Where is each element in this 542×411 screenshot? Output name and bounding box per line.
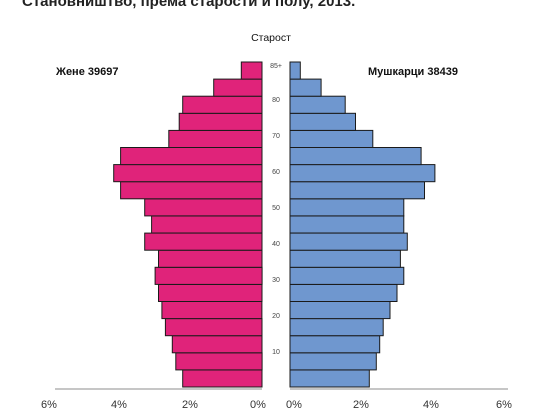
male-bar [289, 61, 301, 80]
male-bar [289, 112, 356, 131]
female-bar [168, 129, 263, 148]
chart-title: Становништво, према старости и полу, 201… [22, 0, 355, 10]
male-bar [289, 78, 322, 97]
male-bar [289, 129, 374, 148]
female-bar [161, 301, 263, 320]
male-bar [289, 215, 405, 234]
male-bar [289, 232, 408, 251]
age-tick-label: 60 [272, 169, 280, 176]
x-tick-label-left: 0% [250, 399, 266, 411]
x-tick-label-right: 4% [423, 399, 439, 411]
male-bar [289, 147, 422, 166]
age-tick-label: 10 [272, 349, 280, 356]
male-bar [289, 95, 346, 114]
female-bar [213, 78, 263, 97]
female-bars [113, 61, 263, 388]
age-tick-labels: 85+ 80 70 60 50 40 30 20 10 [270, 63, 282, 356]
male-bar [289, 266, 405, 285]
female-bar [158, 249, 263, 268]
male-bar [289, 198, 405, 217]
female-bar [120, 147, 263, 166]
female-bar [113, 164, 263, 183]
female-bar [171, 335, 263, 354]
male-bar [289, 164, 436, 183]
x-tick-label-left: 6% [41, 399, 57, 411]
male-bars [289, 61, 436, 388]
male-bar [289, 352, 377, 371]
male-bar [289, 181, 425, 200]
female-bar [164, 318, 263, 337]
x-tick-labels: 6% 4% 2% 0% 0% 2% 4% 6% [41, 399, 512, 411]
male-bar [289, 249, 401, 268]
age-axis-title: Старост [251, 32, 291, 44]
female-total-label: Жене 39697 [55, 66, 118, 78]
x-tick-label-right: 6% [496, 399, 512, 411]
female-bar [158, 283, 263, 302]
age-tick-label: 40 [272, 241, 280, 248]
female-bar [240, 61, 263, 80]
female-bar [178, 112, 263, 131]
age-tick-label: 50 [272, 205, 280, 212]
age-tick-label: 80 [272, 97, 280, 104]
male-bar [289, 301, 391, 320]
female-bar [182, 95, 263, 114]
age-tick-label: 85+ [270, 63, 282, 70]
female-bar [120, 181, 263, 200]
female-bar [144, 232, 263, 251]
male-bar [289, 335, 381, 354]
male-bar [289, 318, 384, 337]
male-bar [289, 283, 398, 302]
age-tick-label: 30 [272, 277, 280, 284]
age-tick-label: 70 [272, 133, 280, 140]
female-bar [144, 198, 263, 217]
x-tick-label-left: 2% [182, 399, 198, 411]
age-tick-label: 20 [272, 313, 280, 320]
female-bar [182, 369, 263, 388]
x-tick-label-right: 0% [286, 399, 302, 411]
male-total-label: Мушкарци 38439 [368, 66, 458, 78]
female-bar [154, 266, 263, 285]
female-bar [151, 215, 263, 234]
male-bar [289, 369, 370, 388]
x-tick-label-left: 4% [111, 399, 127, 411]
female-bar [175, 352, 263, 371]
x-tick-label-right: 2% [353, 399, 369, 411]
